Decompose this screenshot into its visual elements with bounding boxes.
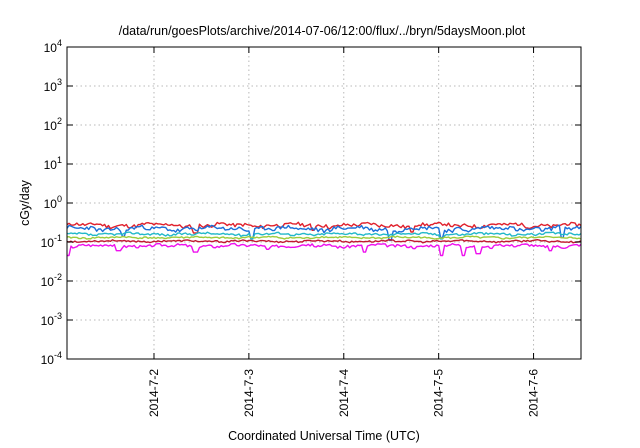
- y-tick-label: 10-4: [41, 350, 62, 367]
- y-tick-label: 102: [44, 116, 62, 133]
- y-tick-base: 10: [44, 119, 58, 133]
- y-tick-label: 103: [44, 77, 62, 94]
- y-tick-exponent: -4: [54, 350, 62, 360]
- y-tick-base: 10: [44, 80, 58, 94]
- y-tick-base: 10: [44, 197, 58, 211]
- y-tick-base: 10: [41, 275, 55, 289]
- series-line: [66, 235, 582, 240]
- y-axis-label: cGy/day: [18, 179, 32, 226]
- y-tick-exponent: -2: [54, 272, 62, 282]
- y-tick-label: 10-1: [41, 233, 62, 250]
- series-line: [66, 238, 582, 244]
- y-tick-exponent: 0: [57, 194, 62, 204]
- series-line: [66, 224, 582, 242]
- chart-title: /data/run/goesPlots/archive/2014-07-06/1…: [119, 24, 526, 38]
- x-tick-labels: 2014-7-2 2014-7-3 2014-7-4 2014-7-5 2014-7-6: [147, 369, 541, 417]
- y-tick-label: 104: [44, 38, 62, 55]
- series-line: [67, 242, 582, 257]
- y-tick-exponent: -1: [54, 233, 62, 243]
- y-tick-exponent: -3: [54, 311, 62, 321]
- grid-lines: [67, 47, 581, 359]
- y-tick-label: 10-2: [41, 272, 62, 289]
- x-tick-label: 2014-7-3: [242, 369, 256, 417]
- x-tick-label: 2014-7-6: [527, 369, 541, 417]
- x-tick-label: 2014-7-4: [337, 369, 351, 417]
- y-tick-label: 100: [44, 194, 62, 211]
- x-axis-label: Coordinated Universal Time (UTC): [228, 429, 420, 443]
- y-tick-label: 101: [44, 155, 62, 172]
- y-tick-base: 10: [44, 158, 58, 172]
- y-tick-exponent: 2: [57, 116, 62, 126]
- series-line: [66, 221, 582, 234]
- y-tick-base: 10: [41, 353, 55, 367]
- y-tick-exponent: 4: [57, 38, 62, 48]
- series-layer: [66, 221, 582, 257]
- y-tick-label: 10-3: [41, 311, 62, 328]
- y-tick-base: 10: [41, 236, 55, 250]
- y-tick-exponent: 1: [57, 155, 62, 165]
- x-tick-label: 2014-7-5: [432, 369, 446, 417]
- series-line: [66, 231, 582, 240]
- y-tick-base: 10: [44, 41, 58, 55]
- x-tick-label: 2014-7-2: [147, 369, 161, 417]
- y-tick-base: 10: [41, 314, 55, 328]
- axis-ticks: [67, 46, 581, 360]
- y-tick-exponent: 3: [57, 77, 62, 87]
